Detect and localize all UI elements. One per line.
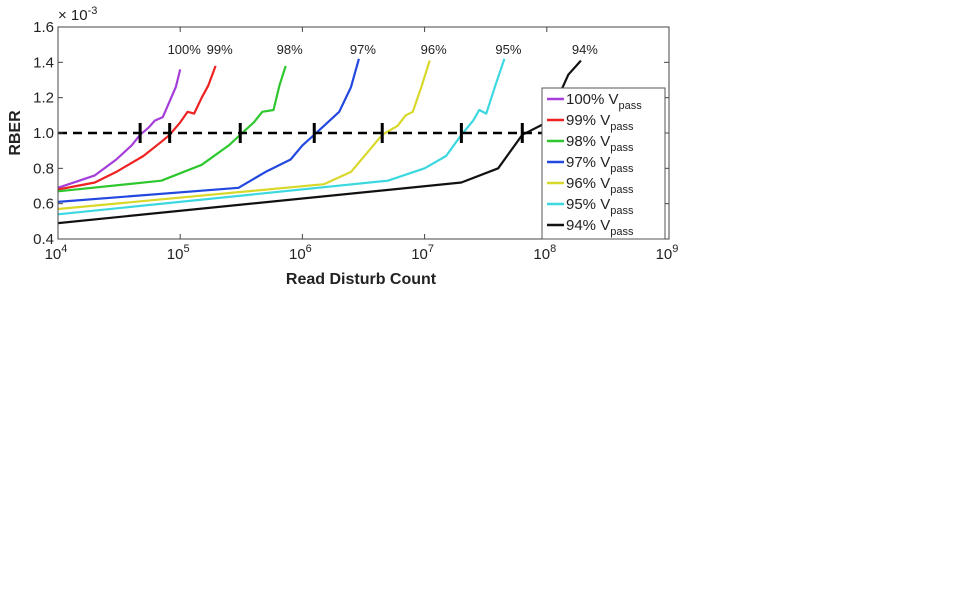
series-line-2 <box>58 65 287 193</box>
y-multiplier-exponent: -3 <box>88 5 98 17</box>
y-axis-multiplier: × 10-3 <box>58 5 97 24</box>
x-tick-label-4: 108 <box>533 243 556 263</box>
x-tick-label-5: 109 <box>656 243 679 263</box>
legend-entry-5: 95% Vpass <box>566 196 634 217</box>
series-line-3 <box>58 58 360 203</box>
legend-entry-4: 96% Vpass <box>566 175 634 196</box>
curve-label-6: 94% <box>572 42 598 57</box>
y-tick-label-3: 1.0 <box>33 125 54 142</box>
plot-area: 100% 99% 98% 97% 96% 95% 94% <box>58 42 598 225</box>
x-tick-label-1: 105 <box>167 243 190 263</box>
x-tick-label-3: 107 <box>411 243 434 263</box>
curve-label-2: 98% <box>277 42 303 57</box>
y-tick-label-0: 0.4 <box>33 231 54 248</box>
legend-entry-2: 98% Vpass <box>566 133 634 154</box>
legend-entry-6: 94% Vpass <box>566 217 634 238</box>
legend-entry-1: 99% Vpass <box>566 112 634 133</box>
x-tick-label-2: 106 <box>289 243 312 263</box>
curve-label-5: 95% <box>495 42 521 57</box>
x-axis-title: Read Disturb Count <box>286 271 437 288</box>
y-tick-label-1: 0.6 <box>33 196 54 213</box>
y-tick-label-5: 1.4 <box>33 54 54 71</box>
series-line-5 <box>58 58 506 216</box>
curve-label-4: 96% <box>421 42 447 57</box>
series-line-4 <box>58 60 431 211</box>
y-tick-label-4: 1.2 <box>33 90 54 107</box>
curve-label-1: 99% <box>207 42 233 57</box>
legend-entry-0: 100% Vpass <box>566 91 642 112</box>
y-multiplier-base: × 10 <box>58 7 88 24</box>
curve-label-0: 100% <box>168 42 202 57</box>
x-tick-label-0: 104 <box>45 243 68 263</box>
y-axis-title: RBER <box>7 110 24 156</box>
axes: 0.4 0.6 0.8 1.0 1.2 1.4 1.6 104 105 106 107 108 109 <box>33 19 678 263</box>
y-tick-label-2: 0.8 <box>33 160 54 177</box>
legend-entry-3: 97% Vpass <box>566 154 634 175</box>
curve-label-3: 97% <box>350 42 376 57</box>
series-line-0 <box>58 69 182 189</box>
legend-box <box>541 87 666 240</box>
y-tick-label-6: 1.6 <box>33 19 54 36</box>
series-line-1 <box>58 65 217 191</box>
